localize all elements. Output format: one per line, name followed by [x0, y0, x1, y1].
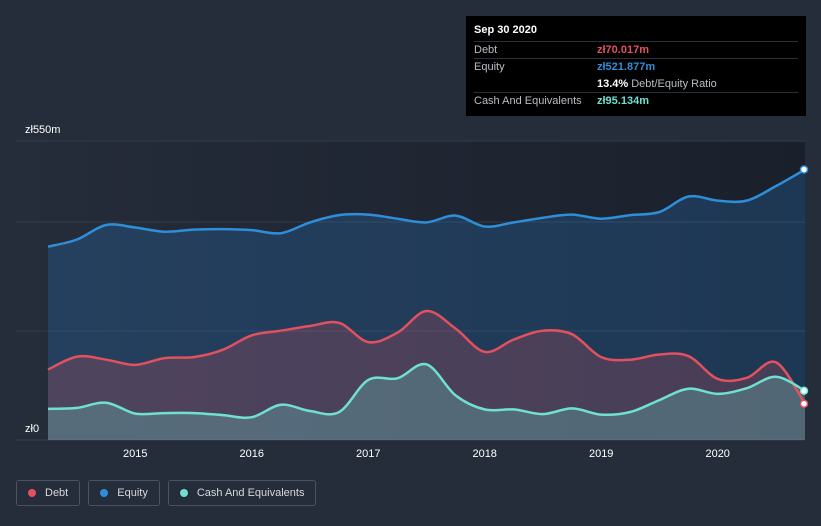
x-tick-label: 2019	[589, 448, 613, 460]
cash-and-equivalents-line	[47, 362, 806, 419]
equity-area	[48, 169, 805, 440]
debt-line	[47, 309, 807, 405]
equity-dot-icon	[100, 489, 109, 497]
axis-labels: zł550m zł0 2015 2016 2017 2018 2019 2020	[25, 124, 730, 460]
equity-line	[47, 168, 806, 248]
legend-item-cash[interactable]: Cash And Equivalents	[167, 480, 317, 506]
x-tick-label: 2018	[472, 448, 496, 460]
tooltip-debt-label: Debt	[474, 44, 498, 56]
series-lines	[47, 168, 807, 419]
tooltip-cash-label: Cash And Equivalents	[474, 95, 582, 107]
legend-label-debt: Debt	[45, 487, 69, 499]
tooltip-debt-row: Debt zł70.017m	[474, 41, 798, 58]
legend-label-cash: Cash And Equivalents	[196, 487, 305, 499]
tooltip-ratio-row: 13.4% Debt/Equity Ratio	[474, 75, 798, 92]
equity-end-point	[799, 165, 809, 174]
data-tooltip: Sep 30 2020 Debt zł70.017m Equity zł521.…	[466, 16, 806, 116]
tooltip-cash-value: zł95.134m	[597, 95, 649, 107]
tooltip-debt-value: zł70.017m	[597, 44, 649, 56]
x-tick-label: 2015	[123, 448, 147, 460]
tooltip-cash-row: Cash And Equivalents zł95.134m	[474, 92, 798, 109]
tooltip-equity-label: Equity	[474, 61, 505, 73]
x-tick-label: 2016	[240, 448, 264, 460]
tooltip-equity-row: Equity zł521.877m	[474, 58, 798, 75]
tooltip-ratio-value: 13.4%	[597, 78, 629, 90]
tooltip-date: Sep 30 2020	[474, 24, 537, 36]
cash-dot-icon	[179, 489, 188, 497]
chart-legend: Debt Equity Cash And Equivalents	[16, 480, 317, 506]
tooltip-equity-value: zł521.877m	[597, 61, 656, 73]
legend-item-equity[interactable]: Equity	[88, 480, 160, 506]
y-axis-bottom-label: zł0	[25, 423, 39, 435]
cash-and-equivalents-area	[48, 363, 805, 440]
plot-background	[16, 141, 805, 440]
cash-and-equivalents-end-point	[799, 386, 809, 396]
debt-end-point	[799, 399, 809, 408]
x-tick-label: 2020	[705, 448, 729, 460]
y-axis-top-label: zł550m	[25, 124, 60, 136]
x-tick-label: 2017	[356, 448, 380, 460]
legend-label-equity: Equity	[117, 487, 148, 499]
tooltip-ratio-label: Debt/Equity Ratio	[631, 78, 717, 90]
end-markers	[799, 165, 809, 408]
debt-dot-icon	[28, 489, 36, 497]
legend-item-debt[interactable]: Debt	[16, 480, 81, 506]
